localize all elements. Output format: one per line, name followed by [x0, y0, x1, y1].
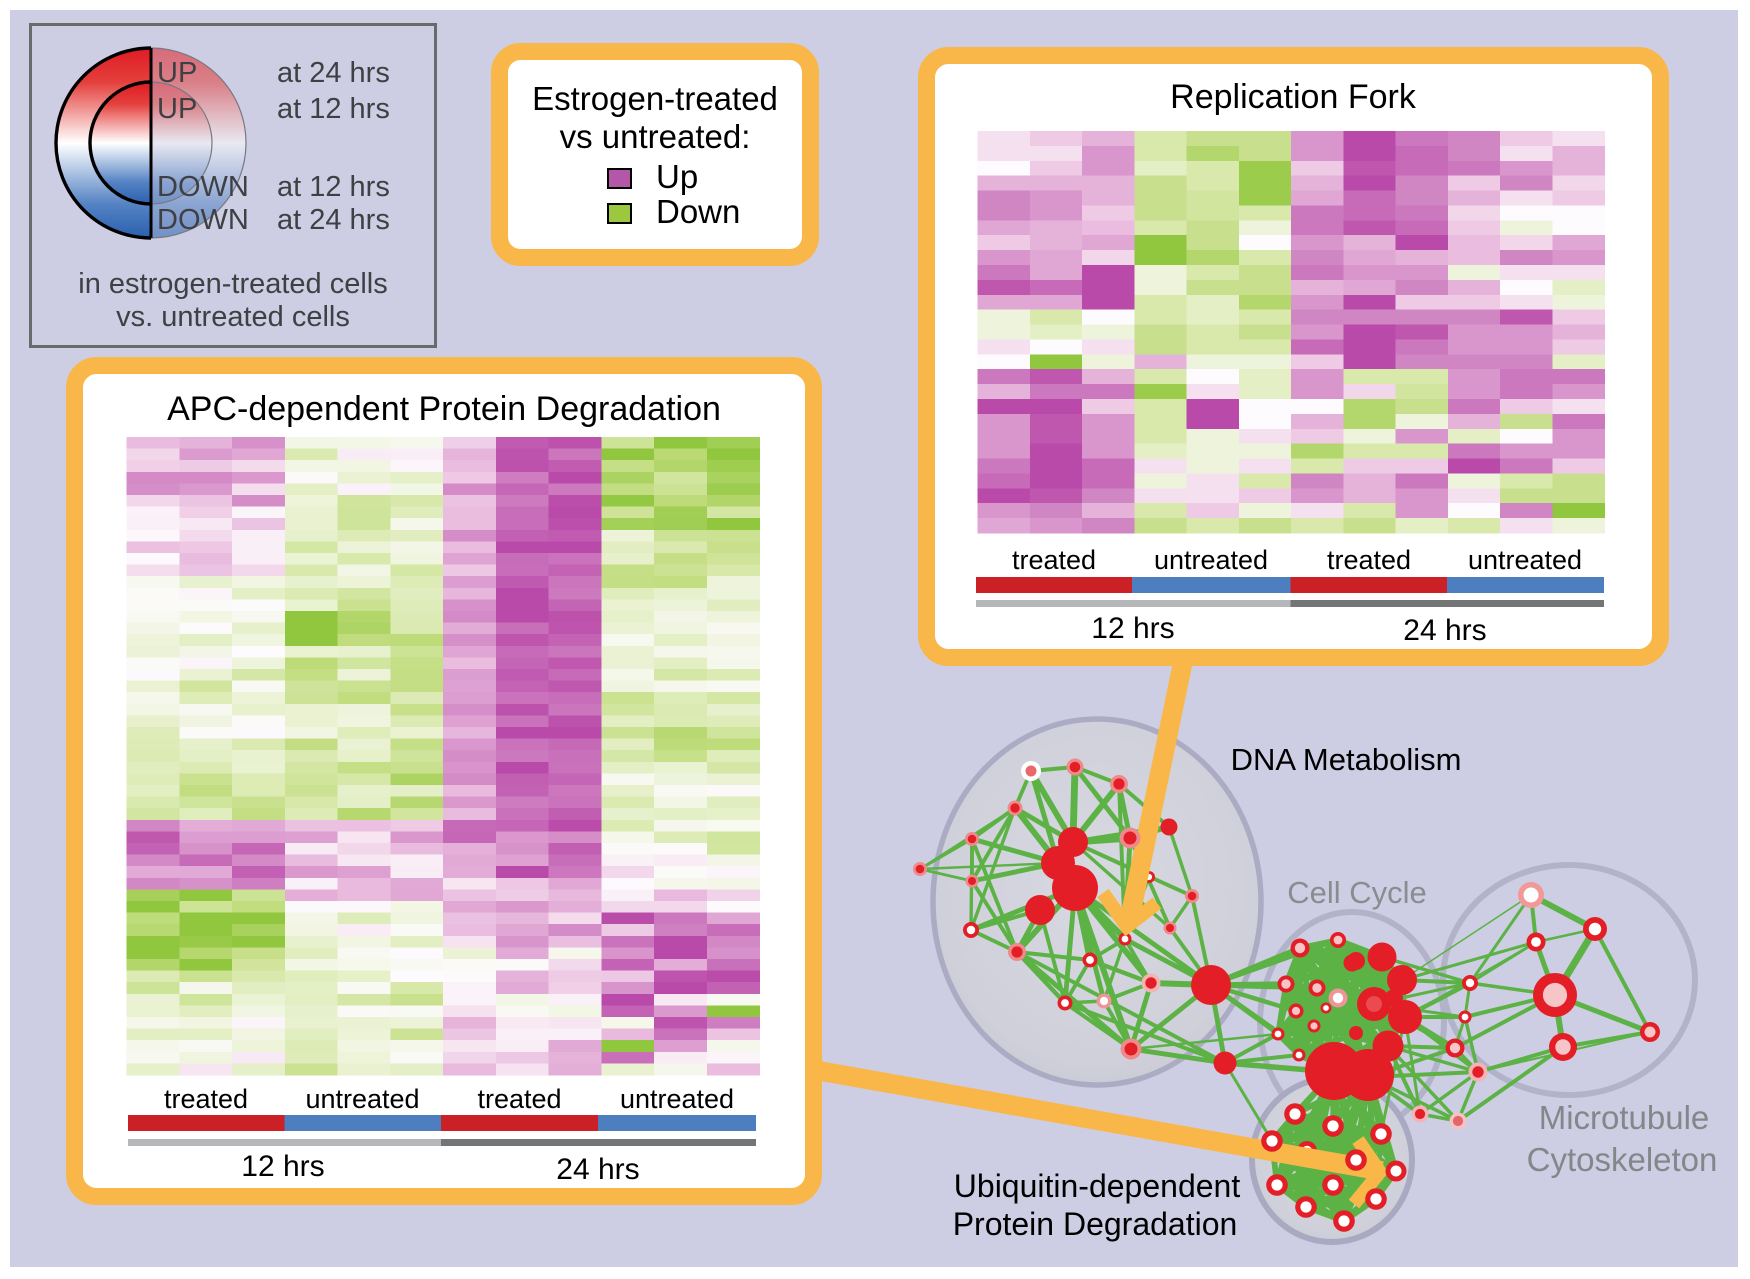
svg-text:at 12 hrs: at 12 hrs	[277, 93, 390, 125]
svg-text:Replication Fork: Replication Fork	[1170, 78, 1417, 116]
svg-text:in estrogen-treated cells: in estrogen-treated cells	[78, 268, 388, 300]
svg-text:DNA Metabolism: DNA Metabolism	[1231, 742, 1462, 777]
svg-text:untreated: untreated	[1468, 545, 1582, 575]
svg-text:vs untreated:: vs untreated:	[560, 118, 751, 155]
svg-text:12 hrs: 12 hrs	[1091, 612, 1174, 645]
svg-text:UP: UP	[157, 57, 197, 89]
svg-text:treated: treated	[1327, 545, 1411, 575]
svg-text:Cytoskeleton: Cytoskeleton	[1527, 1141, 1718, 1178]
svg-text:Down: Down	[656, 193, 740, 230]
svg-text:12 hrs: 12 hrs	[241, 1150, 324, 1183]
svg-text:DOWN: DOWN	[157, 171, 249, 203]
svg-text:24 hrs: 24 hrs	[1403, 614, 1486, 647]
svg-text:untreated: untreated	[1154, 545, 1268, 575]
svg-text:Ubiquitin-dependent: Ubiquitin-dependent	[954, 1168, 1241, 1204]
svg-text:at 12 hrs: at 12 hrs	[277, 171, 390, 203]
svg-text:Protein Degradation: Protein Degradation	[953, 1206, 1238, 1242]
svg-text:Microtubule: Microtubule	[1539, 1099, 1710, 1136]
svg-text:vs. untreated cells: vs. untreated cells	[116, 301, 350, 333]
svg-text:at 24 hrs: at 24 hrs	[277, 204, 390, 236]
svg-text:Estrogen-treated: Estrogen-treated	[532, 80, 778, 117]
svg-text:UP: UP	[157, 93, 197, 125]
svg-text:24 hrs: 24 hrs	[556, 1153, 639, 1186]
svg-text:Up: Up	[656, 158, 698, 195]
svg-text:untreated: untreated	[620, 1084, 734, 1114]
svg-text:treated: treated	[477, 1084, 561, 1114]
svg-text:treated: treated	[1012, 545, 1096, 575]
svg-text:at 24 hrs: at 24 hrs	[277, 57, 390, 89]
svg-text:Cell Cycle: Cell Cycle	[1287, 875, 1427, 910]
svg-text:APC-dependent Protein Degradat: APC-dependent Protein Degradation	[167, 390, 721, 428]
svg-text:untreated: untreated	[305, 1084, 419, 1114]
svg-text:DOWN: DOWN	[157, 204, 249, 236]
svg-text:treated: treated	[164, 1084, 248, 1114]
